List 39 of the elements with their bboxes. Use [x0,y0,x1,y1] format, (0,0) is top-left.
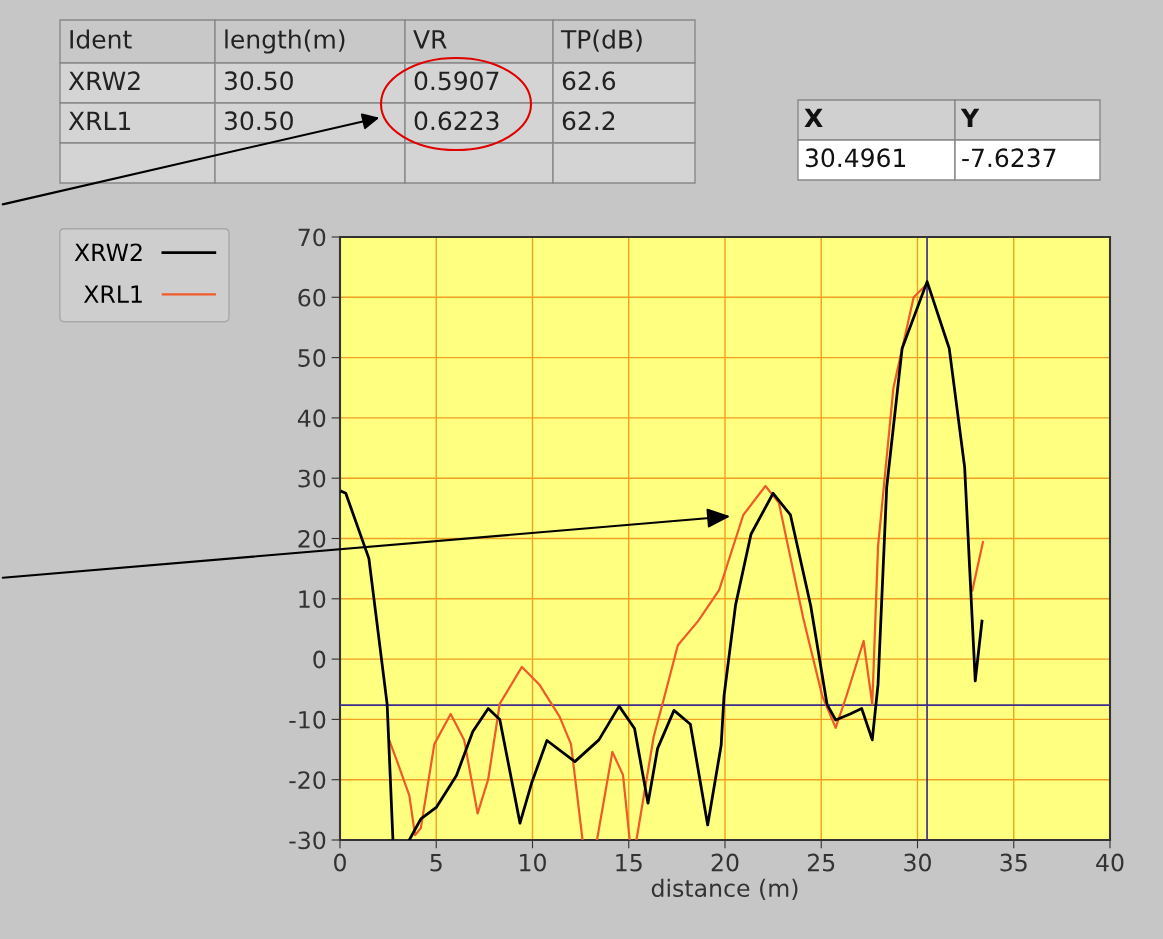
text: X [804,108,823,127]
x-tick-label: 30 [904,853,931,872]
x-axis-title: distance (m) [651,878,798,900]
text: Ident [70,29,132,49]
y-tick-label: 10 [299,590,326,609]
y-tick-label: 20 [298,529,326,548]
y-tick-label: 60 [298,288,326,307]
x-tick-label: 5 [430,853,442,872]
y-tick-label: -10 [289,710,326,729]
text: XRL1 [68,111,131,130]
x-tick-label: 10 [520,853,546,872]
x-tick-label: 35 [1000,853,1027,872]
text: 62.2 [562,111,615,131]
y-tick-label: -30 [289,831,326,850]
text: length(m) [225,29,345,54]
text: 30.50 [224,111,293,131]
y-tick-label: 0 [313,650,326,669]
x-tick-label: 15 [616,853,642,872]
text: TP(dB) [560,29,642,52]
text: 30.4961 [805,148,906,168]
y-tick-label: 30 [298,469,326,488]
legend-label: XRW2 [74,243,142,261]
text: 30.50 [224,71,293,91]
x-tick-label: 20 [711,853,739,872]
text: 0.5907 [414,71,499,91]
y-tick-label: 70 [298,228,326,247]
text: Y [960,108,980,127]
text: XRW2 [68,71,140,90]
x-tick-label: 40 [1096,853,1124,872]
text: 0.6223 [414,111,499,131]
x-tick-label: 0 [334,853,346,872]
text: VR [413,30,447,49]
y-tick-label: -20 [289,771,326,790]
y-tick-label: 40 [297,409,326,428]
legend-label: XRL1 [83,285,142,303]
text: 62.6 [562,71,616,91]
x-tick-label: 25 [807,853,835,872]
y-tick-label: 50 [298,349,326,367]
text: -7.6237 [962,148,1056,168]
